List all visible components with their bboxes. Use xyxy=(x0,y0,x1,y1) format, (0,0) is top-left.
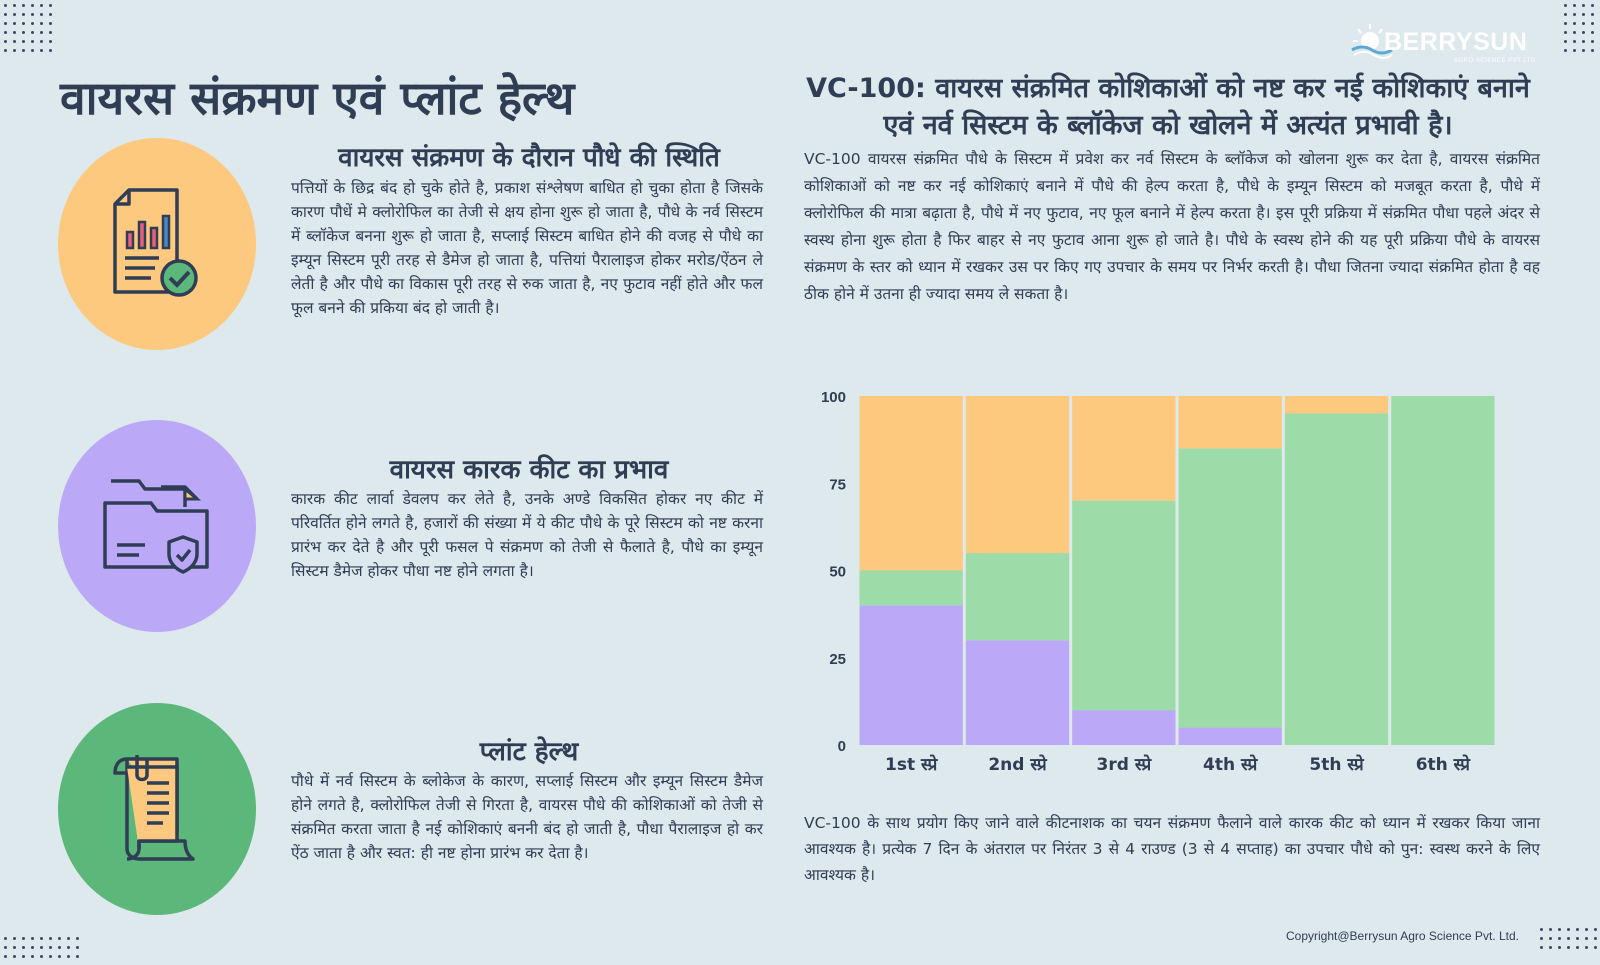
decor-dots-top-left xyxy=(4,4,52,52)
sun-wave-icon xyxy=(1351,24,1393,59)
bar-segment-orange-2 xyxy=(965,396,1070,554)
section-1-title: वायरस संक्रमण के दौरान पौधे की स्थिति xyxy=(338,143,720,173)
bar-segment-green-5 xyxy=(1284,413,1389,745)
section-1-icon-circle xyxy=(58,138,256,350)
bar-segment-orange-5 xyxy=(1284,396,1389,414)
bar-segment-purple-4 xyxy=(1178,727,1282,745)
x-tick-label: 4th स्प्रे xyxy=(1203,754,1259,775)
bar-segment-purple-2 xyxy=(965,640,1070,745)
section-1-text: पत्तियों के छिद्र बंद हो चुके होते है, प… xyxy=(291,179,763,317)
scroll-document-icon xyxy=(113,755,195,861)
section-3-icon-circle xyxy=(58,703,256,915)
section-2-icon-circle xyxy=(58,420,256,632)
section-3-title: प्लांट हेल्थ xyxy=(479,737,579,767)
decor-dots-bottom-right xyxy=(1540,928,1600,949)
brand-logo: BERRYSUN AGRO SCIENCE PVT LTD xyxy=(1350,22,1540,68)
bar-segment-green-6 xyxy=(1391,396,1495,745)
x-tick-label: 3rd स्प्रे xyxy=(1097,754,1153,775)
folder-shield-icon xyxy=(103,479,209,574)
section-2-text: कारक कीट लार्वा डेवलप कर लेते है, उनके अ… xyxy=(291,490,763,580)
bar-segment-green-3 xyxy=(1072,500,1176,711)
x-tick-label: 6th स्प्रे xyxy=(1416,754,1472,775)
section-3-text: पौधे में नर्व सिस्टम के ब्लोकेज के कारण,… xyxy=(291,772,763,862)
bar-segment-green-2 xyxy=(965,553,1070,641)
bar-segment-orange-3 xyxy=(1072,396,1176,501)
bar-segment-green-1 xyxy=(859,570,963,606)
y-tick-label: 25 xyxy=(829,651,846,668)
chart-footnote: VC-100 के साथ प्रयोग किए जाने वाले कीटना… xyxy=(804,814,1540,884)
copyright-text: Copyright@Berrysun Agro Science Pvt. Ltd… xyxy=(1286,929,1519,943)
bar-segment-purple-1 xyxy=(859,605,963,745)
brand-tagline: AGRO SCIENCE PVT LTD xyxy=(1454,58,1536,64)
y-tick-label: 0 xyxy=(838,738,846,755)
x-tick-label: 5th स्प्रे xyxy=(1309,754,1365,775)
section-2-title: वायरस कारक कीट का प्रभाव xyxy=(389,455,669,485)
y-tick-label: 100 xyxy=(821,389,846,406)
x-tick-label: 1st स्प्रे xyxy=(885,754,939,775)
product-description: VC-100 वायरस संक्रमित पौधे के सिस्टम में… xyxy=(804,150,1540,303)
page-title: वायरस संक्रमण एवं प्लांट हेल्थ xyxy=(60,71,575,125)
decor-dots-bottom-left xyxy=(4,937,79,958)
bar-segment-orange-4 xyxy=(1178,396,1282,449)
product-headline: VC-100: वायरस संक्रमित कोशिकाओं को नष्ट … xyxy=(806,73,1530,141)
bar-segment-green-4 xyxy=(1178,448,1282,728)
bar-segment-purple-3 xyxy=(1072,710,1176,745)
y-tick-label: 75 xyxy=(829,476,846,493)
spray-progress-chart: 0 25 50 75 100 1st स्प्रे 2nd स्प्रे 3rd स्प्र… xyxy=(821,389,1495,775)
y-tick-label: 50 xyxy=(829,564,846,581)
brand-name: BERRYSUN xyxy=(1384,28,1528,56)
decor-dots-top-right xyxy=(1564,4,1600,52)
bar-segment-orange-1 xyxy=(859,396,963,571)
x-tick-label: 2nd स्प्रे xyxy=(988,754,1048,775)
report-check-icon xyxy=(113,188,198,297)
